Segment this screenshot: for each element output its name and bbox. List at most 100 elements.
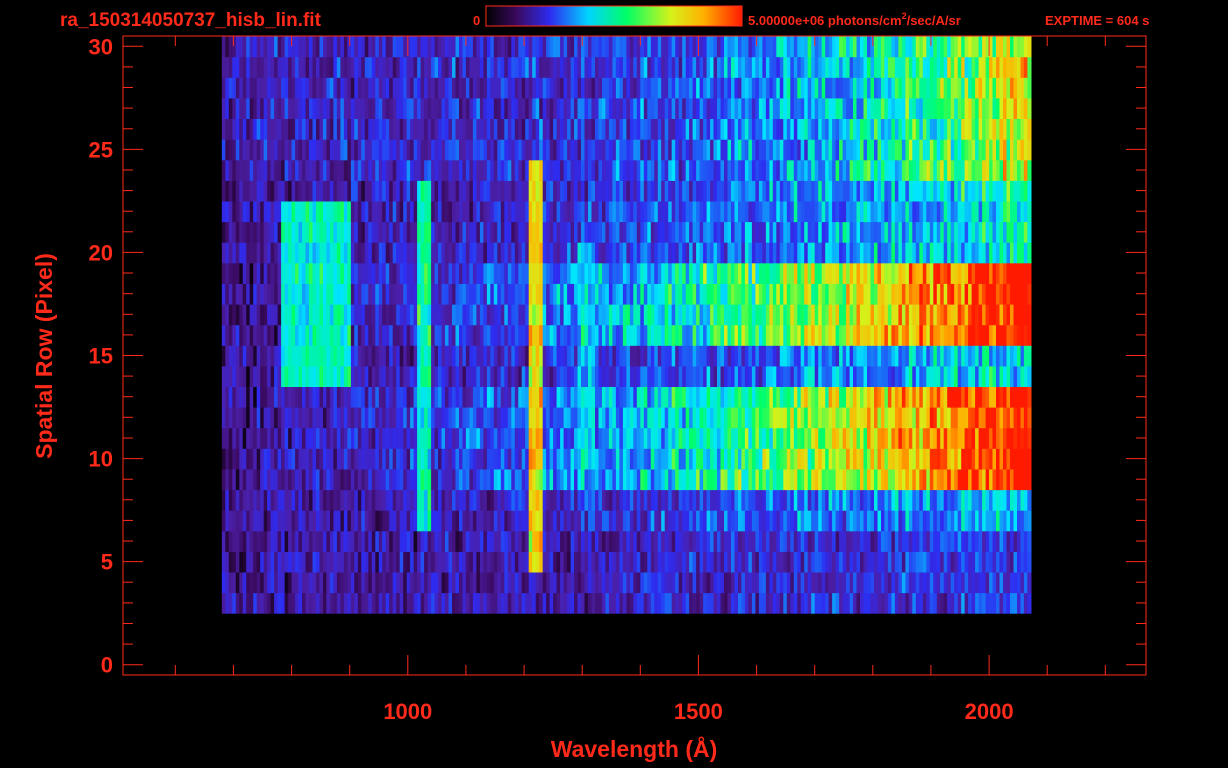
heatmap-cell bbox=[790, 242, 795, 264]
heatmap-cell bbox=[727, 427, 732, 449]
colorbar bbox=[485, 5, 743, 27]
heatmap-cell bbox=[479, 242, 484, 264]
heatmap-cell bbox=[654, 407, 659, 429]
heatmap-cell bbox=[643, 283, 648, 305]
heatmap-cell bbox=[333, 200, 338, 223]
heatmap-cell bbox=[710, 386, 715, 408]
heatmap-cell bbox=[413, 221, 418, 243]
heatmap-cell bbox=[553, 180, 558, 202]
heatmap-cell bbox=[968, 242, 973, 264]
heatmap-cell bbox=[361, 365, 366, 387]
heatmap-cell bbox=[943, 345, 948, 367]
heatmap-cell bbox=[636, 510, 641, 532]
heatmap-cell bbox=[340, 242, 345, 264]
heatmap-cell bbox=[490, 592, 495, 614]
heatmap-cell bbox=[905, 242, 910, 264]
heatmap-cell bbox=[706, 530, 711, 552]
heatmap-cell bbox=[549, 407, 554, 429]
heatmap-cell bbox=[905, 262, 910, 284]
heatmap-cell bbox=[382, 242, 387, 264]
heatmap-cell bbox=[797, 571, 802, 594]
heatmap-cell bbox=[431, 468, 436, 491]
heatmap-cell bbox=[270, 386, 275, 408]
heatmap-cell bbox=[556, 592, 561, 614]
heatmap-cell bbox=[465, 510, 470, 532]
heatmap-cell bbox=[549, 510, 554, 532]
heatmap-cell bbox=[288, 592, 293, 614]
heatmap-cell bbox=[350, 510, 355, 532]
heatmap-cell bbox=[971, 324, 976, 346]
heatmap-cell bbox=[814, 468, 819, 491]
heatmap-cell bbox=[556, 324, 561, 346]
heatmap-cell bbox=[860, 448, 865, 470]
heatmap-cell bbox=[260, 324, 265, 346]
heatmap-cell bbox=[783, 448, 788, 470]
heatmap-cell bbox=[783, 592, 788, 614]
heatmap-cell bbox=[622, 180, 627, 202]
heatmap-cell bbox=[776, 407, 781, 429]
heatmap-cell bbox=[434, 448, 439, 470]
heatmap-cell bbox=[403, 551, 408, 573]
heatmap-cell bbox=[340, 448, 345, 470]
heatmap-cell bbox=[978, 180, 983, 202]
heatmap-cell bbox=[874, 365, 879, 387]
heatmap-cell bbox=[856, 324, 861, 346]
heatmap-cell bbox=[678, 242, 683, 264]
heatmap-cell bbox=[396, 262, 401, 284]
heatmap-cell bbox=[277, 468, 282, 491]
heatmap-cell bbox=[636, 530, 641, 552]
heatmap-cell bbox=[898, 324, 903, 346]
heatmap-cell bbox=[922, 448, 927, 470]
heatmap-cell bbox=[263, 407, 268, 429]
heatmap-cell bbox=[521, 345, 526, 367]
heatmap-cell bbox=[239, 365, 244, 387]
heatmap-cell bbox=[860, 262, 865, 284]
heatmap-cell bbox=[717, 386, 722, 408]
heatmap-cell bbox=[417, 530, 422, 552]
heatmap-cell bbox=[354, 324, 359, 346]
heatmap-cell bbox=[821, 489, 826, 511]
heatmap-cell bbox=[319, 571, 324, 594]
heatmap-cell bbox=[284, 571, 289, 594]
heatmap-cell bbox=[532, 304, 537, 326]
heatmap-cell bbox=[919, 530, 924, 552]
heatmap-cell bbox=[908, 468, 913, 491]
heatmap-cell bbox=[713, 365, 718, 387]
heatmap-cell bbox=[996, 262, 1001, 284]
heatmap-cell bbox=[588, 592, 593, 614]
heatmap-cell bbox=[392, 221, 397, 243]
heatmap-cell bbox=[696, 345, 701, 367]
heatmap-cell bbox=[741, 510, 746, 532]
heatmap-cell bbox=[783, 468, 788, 491]
heatmap-cell bbox=[253, 448, 258, 470]
heatmap-cell bbox=[539, 159, 544, 181]
heatmap-cell bbox=[521, 530, 526, 552]
heatmap-cell bbox=[692, 345, 697, 367]
heatmap-cell bbox=[793, 283, 798, 305]
heatmap-cell bbox=[302, 448, 307, 470]
heatmap-cell bbox=[657, 427, 662, 449]
heatmap-cell bbox=[790, 510, 795, 532]
heatmap-cell bbox=[696, 386, 701, 408]
heatmap-cell bbox=[755, 262, 760, 284]
heatmap-cell bbox=[448, 304, 453, 326]
heatmap-cell bbox=[242, 571, 247, 594]
heatmap-cell bbox=[253, 242, 258, 264]
heatmap-cell bbox=[242, 510, 247, 532]
heatmap-cell bbox=[908, 489, 913, 511]
heatmap-cell bbox=[968, 304, 973, 326]
heatmap-cell bbox=[751, 489, 756, 511]
heatmap-cell bbox=[668, 448, 673, 470]
heatmap-cell bbox=[650, 242, 655, 264]
heatmap-cell bbox=[588, 304, 593, 326]
heatmap-cell bbox=[417, 262, 422, 284]
heatmap-cell bbox=[793, 221, 798, 243]
heatmap-cell bbox=[975, 324, 980, 346]
heatmap-cell bbox=[350, 221, 355, 243]
heatmap-cell bbox=[961, 180, 966, 202]
heatmap-cell bbox=[493, 200, 498, 223]
heatmap-cell bbox=[703, 407, 708, 429]
heatmap-cell bbox=[588, 448, 593, 470]
heatmap-cell bbox=[406, 283, 411, 305]
heatmap-cell bbox=[874, 324, 879, 346]
